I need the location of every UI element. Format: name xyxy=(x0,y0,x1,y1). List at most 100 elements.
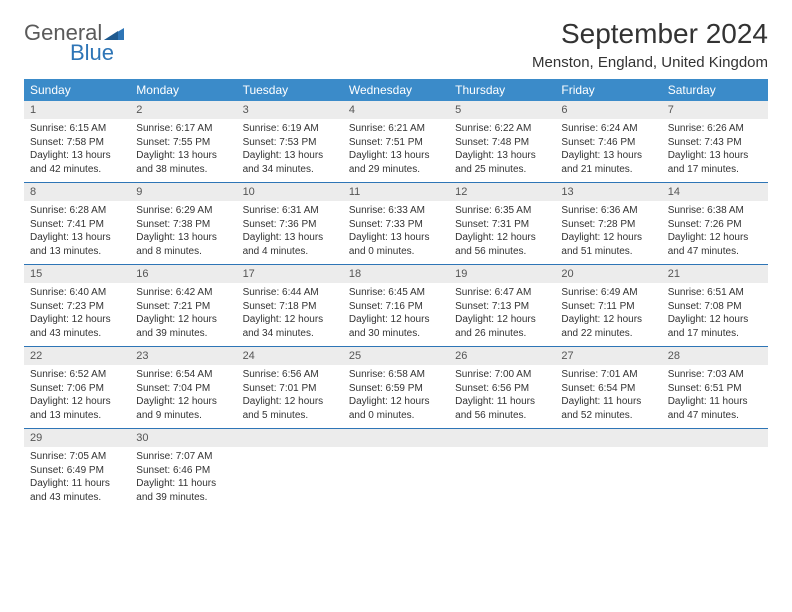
day-body: Sunrise: 6:29 AMSunset: 7:38 PMDaylight:… xyxy=(130,201,236,258)
day-cell: 5Sunrise: 6:22 AMSunset: 7:48 PMDaylight… xyxy=(449,101,555,182)
sunrise-text: Sunrise: 6:24 AM xyxy=(561,122,655,136)
daylight-text: Daylight: 13 hours xyxy=(668,149,762,163)
day-body: Sunrise: 6:51 AMSunset: 7:08 PMDaylight:… xyxy=(662,283,768,340)
sunset-text: Sunset: 7:53 PM xyxy=(243,136,337,150)
day-cell: 11Sunrise: 6:33 AMSunset: 7:33 PMDayligh… xyxy=(343,183,449,264)
sunrise-text: Sunrise: 6:21 AM xyxy=(349,122,443,136)
sunset-text: Sunset: 7:01 PM xyxy=(243,382,337,396)
day-number: 17 xyxy=(237,265,343,283)
day-number: 23 xyxy=(130,347,236,365)
day-number: 1 xyxy=(24,101,130,119)
sunset-text: Sunset: 7:46 PM xyxy=(561,136,655,150)
daylight-text: Daylight: 12 hours xyxy=(136,313,230,327)
location-text: Menston, England, United Kingdom xyxy=(532,54,768,71)
day-number xyxy=(662,429,768,447)
day-cell: 18Sunrise: 6:45 AMSunset: 7:16 PMDayligh… xyxy=(343,265,449,346)
day-cell xyxy=(343,429,449,510)
day-cell: 9Sunrise: 6:29 AMSunset: 7:38 PMDaylight… xyxy=(130,183,236,264)
day-number: 13 xyxy=(555,183,661,201)
daylight-text: and 22 minutes. xyxy=(561,327,655,341)
sunset-text: Sunset: 6:49 PM xyxy=(30,464,124,478)
sunset-text: Sunset: 6:54 PM xyxy=(561,382,655,396)
day-number: 3 xyxy=(237,101,343,119)
day-cell: 23Sunrise: 6:54 AMSunset: 7:04 PMDayligh… xyxy=(130,347,236,428)
daylight-text: and 38 minutes. xyxy=(136,163,230,177)
day-cell: 24Sunrise: 6:56 AMSunset: 7:01 PMDayligh… xyxy=(237,347,343,428)
day-number: 21 xyxy=(662,265,768,283)
day-body: Sunrise: 6:38 AMSunset: 7:26 PMDaylight:… xyxy=(662,201,768,258)
sunrise-text: Sunrise: 6:47 AM xyxy=(455,286,549,300)
sunset-text: Sunset: 6:51 PM xyxy=(668,382,762,396)
day-cell: 4Sunrise: 6:21 AMSunset: 7:51 PMDaylight… xyxy=(343,101,449,182)
day-number: 22 xyxy=(24,347,130,365)
daylight-text: and 17 minutes. xyxy=(668,327,762,341)
sunrise-text: Sunrise: 7:00 AM xyxy=(455,368,549,382)
day-body: Sunrise: 6:28 AMSunset: 7:41 PMDaylight:… xyxy=(24,201,130,258)
sunset-text: Sunset: 6:46 PM xyxy=(136,464,230,478)
sunset-text: Sunset: 7:13 PM xyxy=(455,300,549,314)
daylight-text: Daylight: 13 hours xyxy=(243,231,337,245)
sunrise-text: Sunrise: 6:45 AM xyxy=(349,286,443,300)
daylight-text: and 51 minutes. xyxy=(561,245,655,259)
day-body: Sunrise: 7:01 AMSunset: 6:54 PMDaylight:… xyxy=(555,365,661,422)
daylight-text: Daylight: 11 hours xyxy=(136,477,230,491)
day-number: 6 xyxy=(555,101,661,119)
sunset-text: Sunset: 7:11 PM xyxy=(561,300,655,314)
day-cell: 2Sunrise: 6:17 AMSunset: 7:55 PMDaylight… xyxy=(130,101,236,182)
day-body: Sunrise: 6:24 AMSunset: 7:46 PMDaylight:… xyxy=(555,119,661,176)
day-body xyxy=(555,447,661,487)
daylight-text: and 34 minutes. xyxy=(243,163,337,177)
daylight-text: and 4 minutes. xyxy=(243,245,337,259)
day-body: Sunrise: 6:26 AMSunset: 7:43 PMDaylight:… xyxy=(662,119,768,176)
sunset-text: Sunset: 7:51 PM xyxy=(349,136,443,150)
week-row: 29Sunrise: 7:05 AMSunset: 6:49 PMDayligh… xyxy=(24,429,768,510)
weekday-header-row: SundayMondayTuesdayWednesdayThursdayFrid… xyxy=(24,79,768,101)
day-body: Sunrise: 6:17 AMSunset: 7:55 PMDaylight:… xyxy=(130,119,236,176)
sunset-text: Sunset: 7:58 PM xyxy=(30,136,124,150)
day-number xyxy=(449,429,555,447)
day-number: 27 xyxy=(555,347,661,365)
weekday-header: Saturday xyxy=(662,79,768,101)
day-body: Sunrise: 7:00 AMSunset: 6:56 PMDaylight:… xyxy=(449,365,555,422)
day-cell: 3Sunrise: 6:19 AMSunset: 7:53 PMDaylight… xyxy=(237,101,343,182)
sunset-text: Sunset: 7:18 PM xyxy=(243,300,337,314)
daylight-text: and 56 minutes. xyxy=(455,245,549,259)
daylight-text: Daylight: 13 hours xyxy=(455,149,549,163)
weekday-header: Sunday xyxy=(24,79,130,101)
sunset-text: Sunset: 7:33 PM xyxy=(349,218,443,232)
daylight-text: Daylight: 12 hours xyxy=(30,395,124,409)
day-number: 24 xyxy=(237,347,343,365)
day-body: Sunrise: 7:03 AMSunset: 6:51 PMDaylight:… xyxy=(662,365,768,422)
sunset-text: Sunset: 7:48 PM xyxy=(455,136,549,150)
day-body: Sunrise: 6:22 AMSunset: 7:48 PMDaylight:… xyxy=(449,119,555,176)
day-body: Sunrise: 6:15 AMSunset: 7:58 PMDaylight:… xyxy=(24,119,130,176)
daylight-text: and 8 minutes. xyxy=(136,245,230,259)
day-cell: 14Sunrise: 6:38 AMSunset: 7:26 PMDayligh… xyxy=(662,183,768,264)
sunset-text: Sunset: 7:21 PM xyxy=(136,300,230,314)
sunrise-text: Sunrise: 6:51 AM xyxy=(668,286,762,300)
sunrise-text: Sunrise: 6:17 AM xyxy=(136,122,230,136)
day-body: Sunrise: 6:47 AMSunset: 7:13 PMDaylight:… xyxy=(449,283,555,340)
day-cell: 29Sunrise: 7:05 AMSunset: 6:49 PMDayligh… xyxy=(24,429,130,510)
day-body: Sunrise: 6:52 AMSunset: 7:06 PMDaylight:… xyxy=(24,365,130,422)
day-cell xyxy=(662,429,768,510)
day-body xyxy=(237,447,343,487)
day-body xyxy=(662,447,768,487)
day-body: Sunrise: 6:19 AMSunset: 7:53 PMDaylight:… xyxy=(237,119,343,176)
weekday-header: Monday xyxy=(130,79,236,101)
day-number: 4 xyxy=(343,101,449,119)
weeks-container: 1Sunrise: 6:15 AMSunset: 7:58 PMDaylight… xyxy=(24,101,768,510)
day-number: 12 xyxy=(449,183,555,201)
daylight-text: and 21 minutes. xyxy=(561,163,655,177)
daylight-text: and 39 minutes. xyxy=(136,491,230,505)
day-cell: 7Sunrise: 6:26 AMSunset: 7:43 PMDaylight… xyxy=(662,101,768,182)
daylight-text: and 56 minutes. xyxy=(455,409,549,423)
sunrise-text: Sunrise: 6:49 AM xyxy=(561,286,655,300)
sunrise-text: Sunrise: 6:42 AM xyxy=(136,286,230,300)
daylight-text: Daylight: 12 hours xyxy=(349,395,443,409)
daylight-text: and 34 minutes. xyxy=(243,327,337,341)
sunset-text: Sunset: 7:16 PM xyxy=(349,300,443,314)
sunset-text: Sunset: 7:43 PM xyxy=(668,136,762,150)
daylight-text: Daylight: 12 hours xyxy=(668,313,762,327)
day-body: Sunrise: 6:40 AMSunset: 7:23 PMDaylight:… xyxy=(24,283,130,340)
